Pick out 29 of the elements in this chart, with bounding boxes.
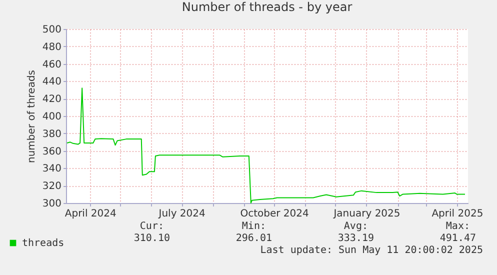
line-series — [66, 88, 466, 204]
x-tick-label: January 2025 — [332, 208, 400, 220]
y-tick-label: 340 — [42, 164, 62, 175]
text: Avg: — [344, 221, 368, 232]
y-tick-label: 500 — [42, 24, 62, 36]
y-tick-label: 400 — [42, 112, 62, 122]
y-tick-label: 320 — [42, 181, 62, 192]
text: Min: — [242, 221, 266, 232]
text: Max: — [446, 221, 470, 232]
x-tick-label: October 2024 — [240, 208, 309, 220]
y-tick-label: 380 — [42, 128, 62, 140]
y-tick-label: 420 — [42, 94, 62, 106]
y-tick-label: 440 — [42, 76, 62, 88]
text: 491.47 — [440, 233, 476, 244]
y-tick-label: 300 — [42, 198, 62, 210]
y-tick-label: 480 — [42, 42, 62, 53]
y-axis-title: number of threads — [26, 70, 38, 164]
text: 333.19 — [338, 233, 374, 244]
text: Last update: Sun May 11 20:00:02 2025 — [260, 245, 483, 256]
text: Cur: — [140, 221, 164, 232]
text: 310.10 — [134, 233, 170, 244]
text: 296.01 — [236, 233, 272, 244]
y-tick-label: 460 — [42, 59, 62, 70]
x-tick-label: July 2024 — [158, 208, 206, 220]
x-tick-label: April 2025 — [432, 208, 484, 220]
x-tick-label: April 2024 — [64, 208, 116, 220]
chart-title: Number of threads - by year — [182, 0, 352, 14]
legend-label: threads — [22, 238, 64, 249]
y-tick-label: 360 — [42, 146, 62, 158]
